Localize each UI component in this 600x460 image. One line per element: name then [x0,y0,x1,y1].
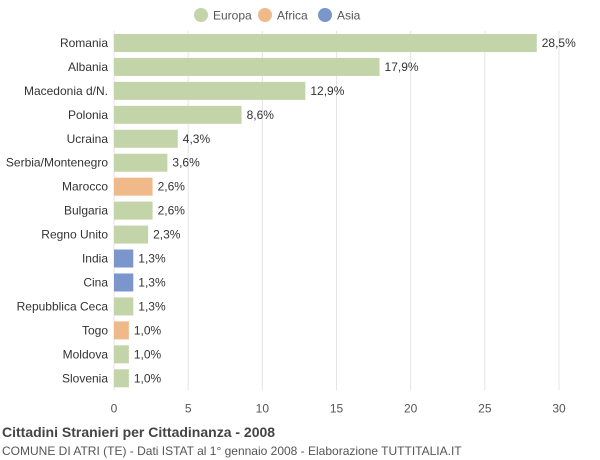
data-label: 8,6% [247,108,275,122]
legend-swatch [258,8,272,22]
category-label: Macedonia d/N. [24,84,108,98]
data-label: 2,6% [158,180,186,194]
data-label: 28,5% [542,36,576,50]
bar [114,201,153,220]
bar [114,297,134,316]
bar [114,153,168,172]
bar-chart: Europa Africa Asia Romania Albania Macedonia… [6,8,576,415]
legend-swatch [194,8,208,22]
category-label: Repubblica Ceca [17,299,109,313]
x-tick-label: 30 [552,401,566,415]
bar [114,177,153,196]
category-label: Togo [82,323,108,337]
legend-label: Asia [337,9,361,23]
x-tick-label: 25 [478,401,492,415]
bar [114,273,134,292]
category-label: India [82,252,108,266]
data-label: 1,0% [134,371,162,385]
legend: Europa Africa Asia [194,8,361,23]
x-tick-label: 15 [330,401,344,415]
data-label: 17,9% [385,60,419,74]
category-label: Bulgaria [64,204,108,218]
legend-swatch [318,8,332,22]
chart-subtitle: COMUNE DI ATRI (TE) - Dati ISTAT al 1° g… [2,444,462,458]
category-label: Polonia [68,108,108,122]
bar [114,225,149,244]
data-label: 1,0% [134,347,162,361]
data-label: 1,3% [138,252,166,266]
category-label: Ucraina [67,132,109,146]
category-label: Moldova [63,347,109,361]
bar [114,369,129,388]
x-tick-label: 0 [111,401,118,415]
data-label: 3,6% [172,156,200,170]
x-tick-label: 5 [185,401,192,415]
bar [114,105,242,124]
data-label: 1,3% [138,299,166,313]
value-labels: 28,5% 17,9% 12,9% 8,6% 4,3% 3,6% 2,6% 2,6% 2,3% 1… [134,36,576,385]
category-label: Albania [68,60,108,74]
category-label: Romania [60,36,108,50]
data-label: 4,3% [183,132,211,146]
category-labels: Romania Albania Macedonia d/N. Polonia Ucrai… [6,36,108,385]
data-label: 1,3% [138,275,166,289]
bar [114,57,380,76]
chart-title: Cittadini Stranieri per Cittadinanza - 2… [2,424,276,440]
bar [114,345,129,364]
data-label: 2,3% [153,228,181,242]
bar [114,321,129,340]
bar [114,249,134,268]
legend-label: Africa [277,9,308,23]
bars [114,33,537,388]
x-axis-ticks: 0 5 10 15 20 25 30 [111,401,566,415]
data-label: 12,9% [310,84,344,98]
category-label: Slovenia [62,371,108,385]
category-label: Serbia/Montenegro [6,156,108,170]
category-label: Regno Unito [41,228,108,242]
x-tick-label: 10 [256,401,270,415]
category-label: Cina [83,275,108,289]
data-label: 1,0% [134,323,162,337]
data-label: 2,6% [158,204,186,218]
legend-label: Europa [213,9,252,23]
bar [114,33,537,52]
category-label: Marocco [62,180,108,194]
bar [114,81,306,100]
x-tick-label: 20 [404,401,418,415]
bar [114,129,178,148]
